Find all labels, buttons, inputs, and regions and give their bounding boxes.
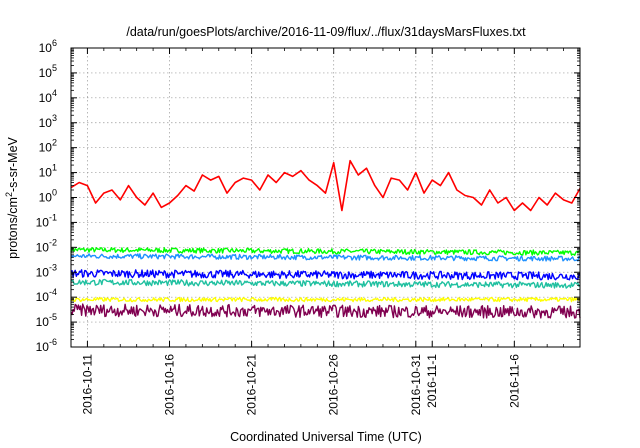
x-tick-label: 2016-10-21: [245, 354, 259, 416]
y-axis-label-rest: -s-sr-MeV: [6, 136, 20, 192]
y-tick-label: 10-1: [36, 212, 57, 229]
y-tick-label: 100: [39, 188, 57, 205]
y-tick-label: 105: [39, 63, 57, 80]
grid: [71, 48, 580, 347]
y-axis-label-main: protons/cm: [6, 197, 20, 259]
y-tick-label: 104: [39, 88, 57, 105]
y-tick-label: 10-4: [36, 287, 57, 304]
x-tick-label: 2016-10-11: [80, 354, 94, 415]
y-tick-label: 10-5: [36, 312, 57, 329]
series-line-5: [70, 278, 580, 289]
chart-title: /data/run/goesPlots/archive/2016-11-09/f…: [126, 25, 526, 39]
series-line-3: [70, 253, 581, 262]
x-tick-label: 2016-11-6: [507, 354, 521, 408]
series-line-7: [70, 303, 581, 319]
y-tick-label: 101: [39, 163, 57, 180]
y-tick-label: 10-6: [36, 337, 57, 354]
x-axis: 2016-10-11 2016-10-16 2016-10-21 2016-10-26…: [70, 48, 581, 416]
y-tick-label: 106: [39, 38, 57, 55]
series-line-1: [70, 159, 581, 212]
series-group: [70, 159, 581, 319]
x-tick-label: 2016-11-1: [425, 354, 439, 408]
y-axis: 10-6 10-5 10-4 10-3 10-2 10-1 100 101 102 103 104 1…: [36, 38, 580, 354]
x-axis-label: Coordinated Universal Time (UTC): [230, 430, 422, 444]
x-tick-label: 2016-10-16: [163, 354, 177, 416]
y-tick-label: 10-2: [36, 237, 57, 254]
series-line-4: [70, 269, 581, 281]
x-tick-label: 2016-10-26: [327, 354, 341, 416]
series-line-2: [70, 246, 581, 256]
y-axis-label-sup: 2: [4, 192, 14, 197]
series-line-6: [70, 296, 581, 303]
y-tick-label: 102: [39, 138, 57, 155]
y-axis-label: protons/cm2-s-sr-MeV: [4, 136, 20, 258]
x-tick-label: 2016-10-31: [409, 354, 423, 416]
y-tick-label: 10-3: [36, 262, 57, 279]
y-tick-label: 103: [39, 113, 57, 130]
